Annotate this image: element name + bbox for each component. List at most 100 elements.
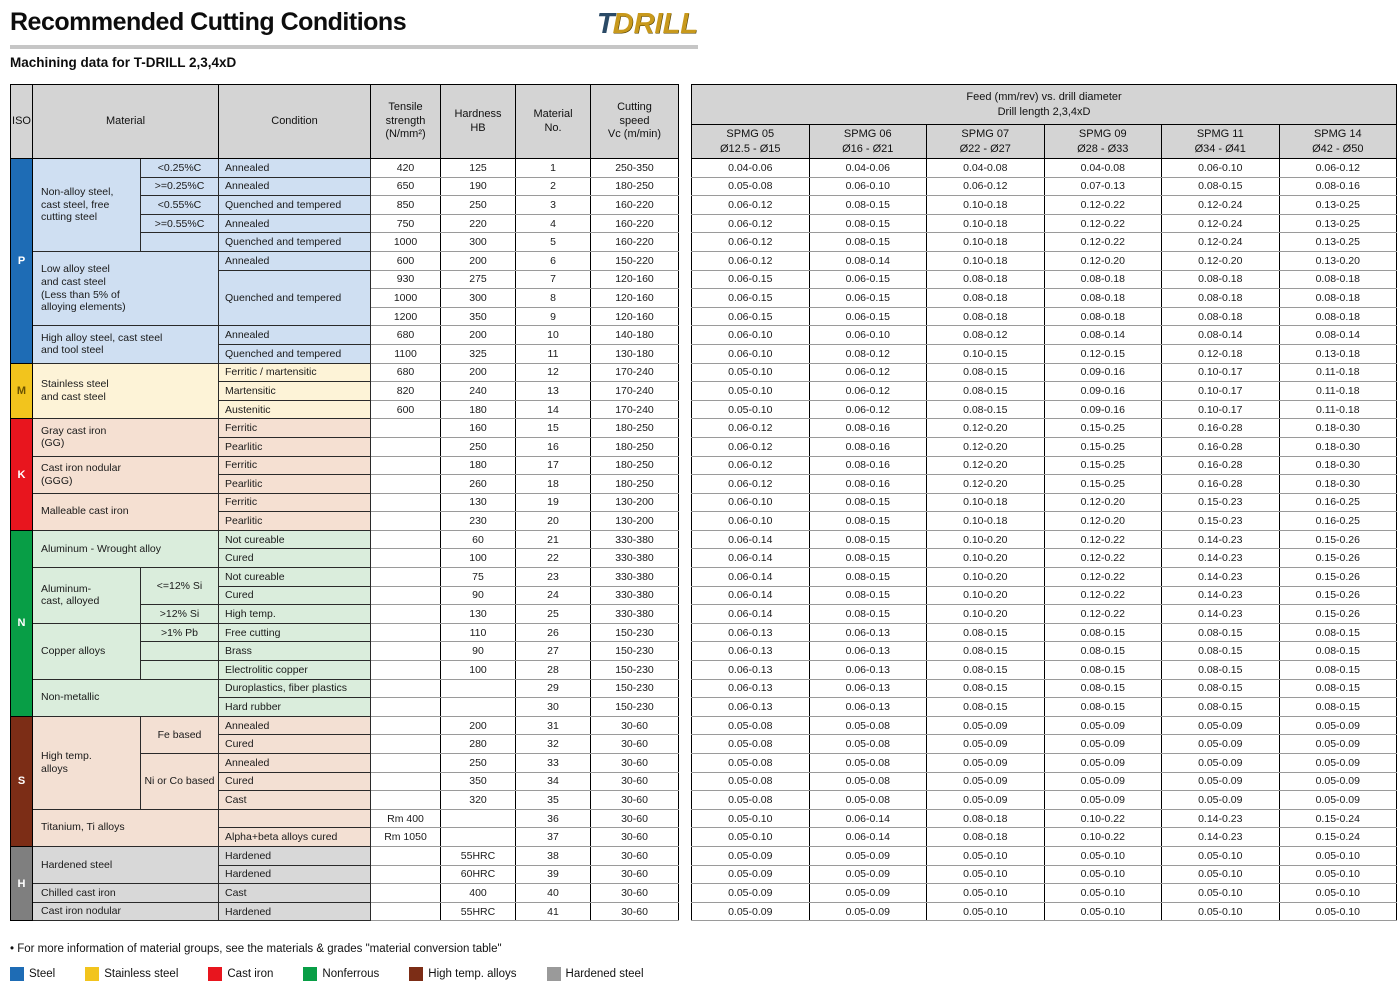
feed-cell: 0.06-0.15 (808, 306, 927, 327)
condition-cell: Quenched and tempered (218, 195, 371, 215)
table-row: Copper alloys >1% Pb Free cutting 110 26 150-… (11, 622, 679, 680)
feed-cell: 0.05-0.08 (808, 771, 927, 792)
cutting-speed-cell: 180-250 (590, 455, 679, 476)
cutting-speed-cell: 120-160 (590, 306, 679, 327)
feed-cell: 0.06-0.10 (691, 511, 810, 531)
table-row: H Hardened steel Hardened 55HRC 38 30-60 (10, 845, 679, 922)
feed-cell: 0.12-0.22 (1043, 213, 1162, 234)
material-no-cell: 5 (515, 232, 591, 252)
material-cell: Cast iron nodular (GGG) (32, 455, 219, 494)
cutting-speed-cell: 30-60 (590, 753, 679, 773)
table-row: P Non-alloy steel, cast steel, free cutti… (10, 158, 679, 364)
feed-cell: 0.05-0.09 (926, 753, 1045, 773)
material-no-cell: 18 (515, 474, 591, 494)
cutting-speed-cell: 170-240 (590, 381, 679, 401)
feed-row: 0.06-0.10 0.08-0.15 0.10-0.18 0.12-0.20 0.15… (691, 492, 1398, 513)
feed-cell: 0.06-0.14 (691, 604, 810, 624)
material-no-cell: 2 (515, 176, 591, 197)
tensile-cell: 750 (370, 213, 441, 234)
left-column-header: Hardness HB (440, 84, 516, 159)
cutting-speed-cell: 30-60 (590, 715, 679, 736)
feed-cell: 0.05-0.08 (808, 753, 927, 773)
feed-cell: 0.08-0.18 (1161, 306, 1280, 327)
material-no-cell: 1 (515, 158, 591, 178)
feed-cell: 0.05-0.10 (926, 845, 1045, 866)
tensile-cell (370, 864, 441, 885)
feed-cell: 0.08-0.15 (808, 585, 927, 606)
feed-cell: 0.15-0.25 (1043, 436, 1162, 457)
tensile-cell (370, 697, 441, 717)
feed-cell: 0.08-0.15 (926, 697, 1045, 717)
legend-label: Cast iron (227, 968, 274, 981)
feed-cell: 0.05-0.09 (1161, 771, 1280, 792)
logo-drill-text: DRILL (612, 8, 698, 40)
tensile-cell (370, 845, 441, 866)
logo-t-glyph: T (596, 8, 615, 40)
table-row: Cured 350 34 30-60 (11, 771, 679, 792)
legend-swatch (303, 967, 318, 982)
tensile-cell (370, 585, 441, 606)
tensile-cell: Rm 1050 (370, 827, 441, 847)
feed-cell: 0.06-0.14 (691, 529, 810, 550)
feed-cell: 0.06-0.15 (691, 269, 810, 290)
iso-group-M: M (10, 362, 33, 420)
feed-cell: 0.06-0.12 (691, 232, 810, 252)
cutting-speed-cell: 30-60 (590, 845, 679, 866)
feed-cell: 0.08-0.15 (1161, 697, 1280, 717)
feed-cell: 0.18-0.30 (1278, 418, 1398, 438)
cutting-speed-cell: 330-380 (590, 529, 679, 550)
legend-item: Cast iron (208, 967, 274, 982)
cutting-speed-cell: 250-350 (590, 158, 679, 178)
feed-cell: 0.05-0.09 (691, 845, 810, 866)
feed-cell: 0.15-0.26 (1278, 529, 1398, 550)
hardness-cell: 100 (440, 548, 516, 569)
feed-row: 0.06-0.10 0.06-0.10 0.08-0.12 0.08-0.14 0.08… (691, 325, 1398, 345)
tensile-cell: 930 (370, 269, 441, 290)
left-column-header: ISO (10, 84, 33, 159)
material-no-cell: 38 (515, 845, 591, 866)
feed-cell: 0.05-0.08 (691, 790, 810, 810)
feed-cell: 0.08-0.16 (808, 455, 927, 476)
feed-cell: 0.08-0.15 (1278, 678, 1398, 699)
feed-cell: 0.12-0.24 (1161, 232, 1280, 252)
feed-cell: 0.05-0.10 (1161, 845, 1280, 866)
left-column-header: Material (32, 84, 219, 159)
tensile-cell: 680 (370, 362, 441, 383)
feed-row: 0.06-0.12 0.08-0.16 0.12-0.20 0.15-0.25 0.16… (691, 436, 1398, 457)
tensile-cell (370, 901, 441, 922)
feed-cell: 0.04-0.06 (691, 158, 810, 178)
feed-cell: 0.05-0.09 (1161, 734, 1280, 754)
cutting-speed-cell: 330-380 (590, 604, 679, 624)
condition-cell: Annealed (218, 753, 371, 773)
condition-cell: Pearlitic (218, 436, 371, 457)
cutting-speed-cell: 30-60 (590, 864, 679, 885)
tensile-cell (370, 753, 441, 773)
feed-row: 0.04-0.06 0.04-0.06 0.04-0.08 0.04-0.08 0.06… (691, 158, 1398, 178)
feed-cell: 0.08-0.15 (1161, 641, 1280, 662)
material-cell: Hardened steel (32, 845, 219, 885)
feed-cell: 0.15-0.25 (1043, 474, 1162, 494)
feed-cell: 0.05-0.09 (691, 901, 810, 922)
feed-cell: 0.05-0.09 (691, 864, 810, 885)
feed-row: 0.06-0.13 0.06-0.13 0.08-0.15 0.08-0.15 0.08… (691, 641, 1398, 662)
feed-cell: 0.08-0.16 (808, 474, 927, 494)
feed-row: 0.06-0.14 0.08-0.15 0.10-0.20 0.12-0.22 0.14… (691, 604, 1398, 624)
feed-cell: 0.05-0.09 (1043, 734, 1162, 754)
feed-cell: 0.08-0.15 (1043, 622, 1162, 643)
tensile-cell (370, 492, 441, 513)
feed-cell: 0.06-0.10 (1161, 158, 1280, 178)
material-no-cell: 34 (515, 771, 591, 792)
feed-cell: 0.06-0.10 (691, 343, 810, 364)
legend-item: Hardened steel (546, 967, 644, 982)
feed-cell: 0.16-0.25 (1278, 492, 1398, 513)
feed-cell: 0.04-0.08 (926, 158, 1045, 178)
hardness-cell (440, 697, 516, 717)
spmg-column-header: SPMG 14 Ø42 - Ø50 (1278, 124, 1398, 159)
table-row: Cured 280 32 30-60 (11, 734, 679, 754)
material-no-cell: 28 (515, 660, 591, 680)
tensile-cell (370, 418, 441, 438)
feed-row: 0.05-0.10 0.06-0.12 0.08-0.15 0.09-0.16 0.10… (691, 381, 1398, 401)
feed-cell: 0.06-0.13 (691, 678, 810, 699)
feed-cell: 0.08-0.18 (1278, 288, 1398, 308)
